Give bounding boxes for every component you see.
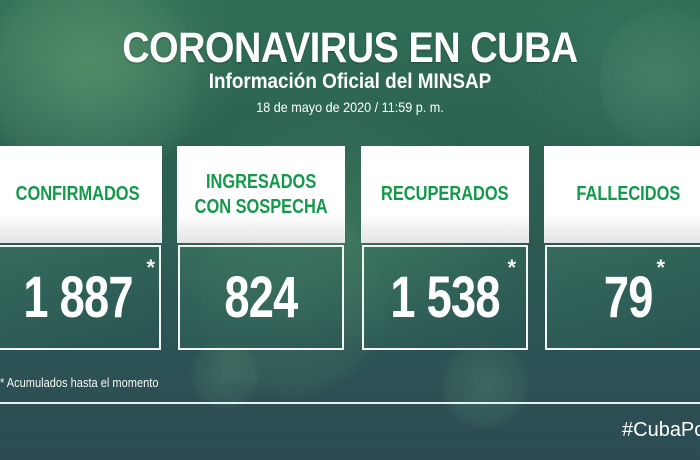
page-subtitle: Información Oficial del MINSAP xyxy=(208,70,492,93)
card-value: 1 538 * xyxy=(362,245,528,350)
stat-card-recovered: RECUPERADOS 1 538 * xyxy=(361,146,529,350)
card-value: 1 887 * xyxy=(0,245,161,350)
card-label: RECUPERADOS xyxy=(361,146,529,243)
report-date: 18 de mayo de 2020 / 11:59 p. m. xyxy=(256,99,444,115)
card-label: CONFIRMADOS xyxy=(0,146,162,243)
deceased-count: 79 xyxy=(603,265,654,330)
confirmed-count: 1 887 xyxy=(23,265,133,330)
footnote: * Acumulados hasta el momento xyxy=(0,375,159,390)
asterisk-icon: * xyxy=(507,255,516,280)
divider xyxy=(0,402,700,404)
recovered-count: 1 538 xyxy=(390,265,500,330)
stat-card-deceased: FALLECIDOS 79 * xyxy=(544,146,700,350)
virus-decoration xyxy=(600,0,700,160)
page-title: CORONAVIRUS EN CUBA xyxy=(122,24,578,72)
suspected-count: 824 xyxy=(224,265,298,330)
asterisk-icon: * xyxy=(146,255,155,280)
hashtag: #CubaPorLaSalud xyxy=(622,419,700,441)
virus-decoration xyxy=(190,340,260,410)
card-value: 824 xyxy=(178,245,344,350)
card-label: FALLECIDOS xyxy=(544,146,700,243)
asterisk-icon: * xyxy=(656,255,665,280)
stat-card-suspected: INGRESADOS CON SOSPECHA 824 xyxy=(177,146,345,350)
card-label: INGRESADOS CON SOSPECHA xyxy=(177,146,345,243)
stat-card-confirmed: CONFIRMADOS 1 887 * xyxy=(0,146,162,350)
card-value: 79 * xyxy=(545,245,700,350)
virus-decoration xyxy=(440,340,530,430)
